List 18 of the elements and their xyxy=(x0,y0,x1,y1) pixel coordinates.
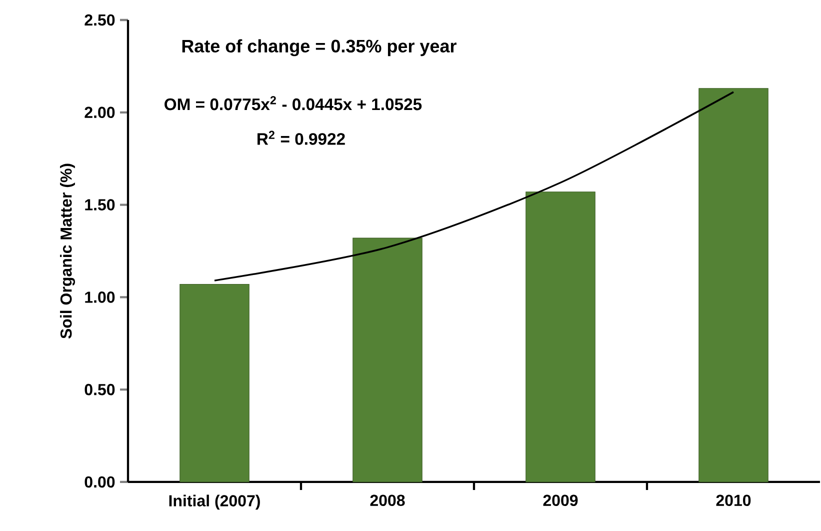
y-tick-label: 0.50 xyxy=(84,384,115,396)
y-tick-label: 2.00 xyxy=(84,106,115,118)
annotation: Rate of change = 0.35% per year xyxy=(182,39,456,56)
y-tick-label: 1.00 xyxy=(85,292,115,303)
y-tick-label: 0.00 xyxy=(84,476,115,488)
bar xyxy=(180,284,250,482)
x-tick-label: Initial (2007) xyxy=(169,494,260,510)
bar xyxy=(526,192,596,482)
x-tick-label: 2010 xyxy=(716,494,751,506)
annotation: R$^{2}$ = 0.9922 xyxy=(258,130,345,145)
bar xyxy=(698,88,768,482)
bar xyxy=(352,238,422,482)
x-tick-label: 2009 xyxy=(543,494,578,506)
y-axis-title: Soil Organic Matter (%) xyxy=(60,164,75,339)
annotation: OM = 0.0775x$^{2}$ - 0.0445x + 1.0525 xyxy=(164,96,422,110)
y-tick-label: 1.50 xyxy=(85,199,115,210)
x-tick-label: 2008 xyxy=(370,494,405,506)
y-tick-label: 2.50 xyxy=(84,14,115,26)
